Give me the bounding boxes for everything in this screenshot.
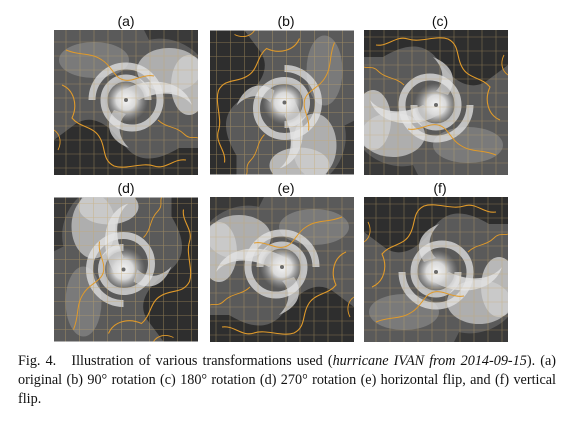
- satellite-image-vflip: [364, 197, 508, 342]
- panel-label-e: (e): [277, 180, 295, 196]
- caption-italic-source: hurricane IVAN from 2014-09-15: [332, 353, 527, 369]
- caption-lead: Fig. 4.: [18, 353, 57, 369]
- caption-text-before: Illustration of various transformations …: [71, 353, 333, 369]
- panel-label-b: (b): [277, 13, 295, 29]
- satellite-image-rot90: [210, 30, 354, 175]
- panel-label-d: (d): [117, 180, 135, 196]
- satellite-image-hflip: [210, 197, 354, 342]
- satellite-image-original: [54, 30, 198, 175]
- panel-label-a: (a): [117, 13, 135, 29]
- panel-label-f: (f): [433, 180, 447, 196]
- figure-caption: Fig. 4. Illustration of various transfor…: [18, 352, 556, 409]
- panel-label-c: (c): [431, 13, 449, 29]
- caption-text-after: ). (a) original (b) 90° rotation (c) 180…: [18, 353, 556, 407]
- satellite-image-rot270: [54, 197, 198, 342]
- satellite-image-rot180: [364, 30, 508, 175]
